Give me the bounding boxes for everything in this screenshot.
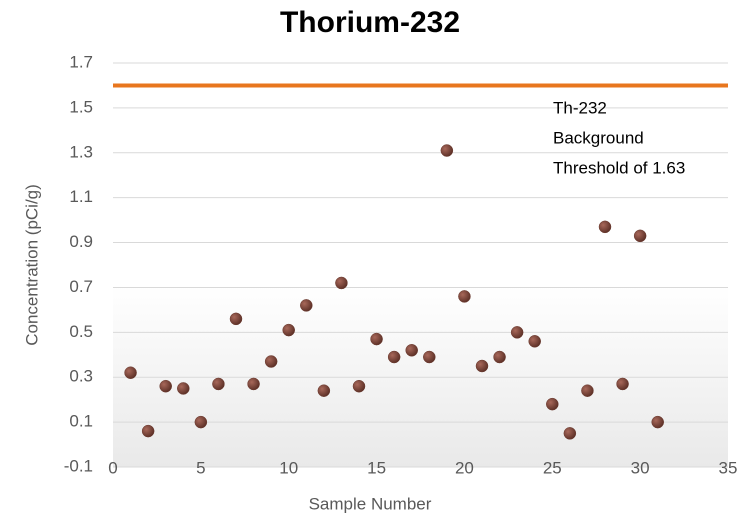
point xyxy=(581,384,594,397)
point xyxy=(387,350,401,364)
x-tick-label: 20 xyxy=(455,458,474,477)
annotation: Threshold of 1.63 xyxy=(553,158,685,177)
point xyxy=(124,366,137,379)
point xyxy=(194,415,208,429)
point xyxy=(423,350,436,364)
point xyxy=(528,335,541,348)
x-tick-label: 30 xyxy=(631,458,650,477)
point xyxy=(282,323,295,337)
point xyxy=(177,382,190,395)
chart-title: Thorium-232 xyxy=(280,6,460,39)
point xyxy=(141,424,155,438)
y-tick-label: 0.9 xyxy=(69,232,93,251)
point xyxy=(546,397,559,411)
x-tick-label: 25 xyxy=(543,458,562,477)
y-tick-label: 0.3 xyxy=(69,367,93,386)
y-tick-label: 0.7 xyxy=(69,277,93,296)
point xyxy=(247,377,260,391)
point xyxy=(440,144,454,157)
point xyxy=(510,326,524,339)
y-tick-label: -0.1 xyxy=(64,456,93,475)
x-axis-label: Sample Number xyxy=(309,494,432,513)
y-tick-label: 1.5 xyxy=(69,97,93,116)
y-tick-label: 0.5 xyxy=(69,322,93,341)
point xyxy=(616,377,629,391)
x-tick-label: 10 xyxy=(279,458,298,477)
point xyxy=(633,229,647,243)
x-tick-label: 15 xyxy=(367,458,386,477)
plot-area xyxy=(113,63,728,467)
point xyxy=(335,276,348,290)
point xyxy=(212,377,225,391)
point xyxy=(370,332,383,346)
point xyxy=(300,299,313,312)
point xyxy=(598,220,612,234)
point xyxy=(264,355,278,368)
point xyxy=(317,384,331,397)
annotation: Background xyxy=(553,128,644,147)
x-tick-label: 35 xyxy=(719,458,738,477)
y-tick-label: 0.1 xyxy=(69,412,93,431)
point xyxy=(159,379,172,393)
y-tick-label: 1.7 xyxy=(69,52,93,71)
y-axis-label: Concentration (pCi/g) xyxy=(22,184,41,346)
point xyxy=(563,427,577,440)
y-tick-label: 1.3 xyxy=(69,142,93,161)
point xyxy=(352,379,366,393)
point xyxy=(458,290,471,303)
point xyxy=(405,344,418,357)
point xyxy=(229,312,243,326)
annotation: Th-232 xyxy=(553,98,607,117)
y-tick-label: 1.1 xyxy=(69,187,93,206)
point xyxy=(475,359,489,373)
point xyxy=(651,415,664,429)
point xyxy=(493,350,506,364)
x-tick-label: 0 xyxy=(108,458,117,477)
x-tick-label: 5 xyxy=(196,458,205,477)
